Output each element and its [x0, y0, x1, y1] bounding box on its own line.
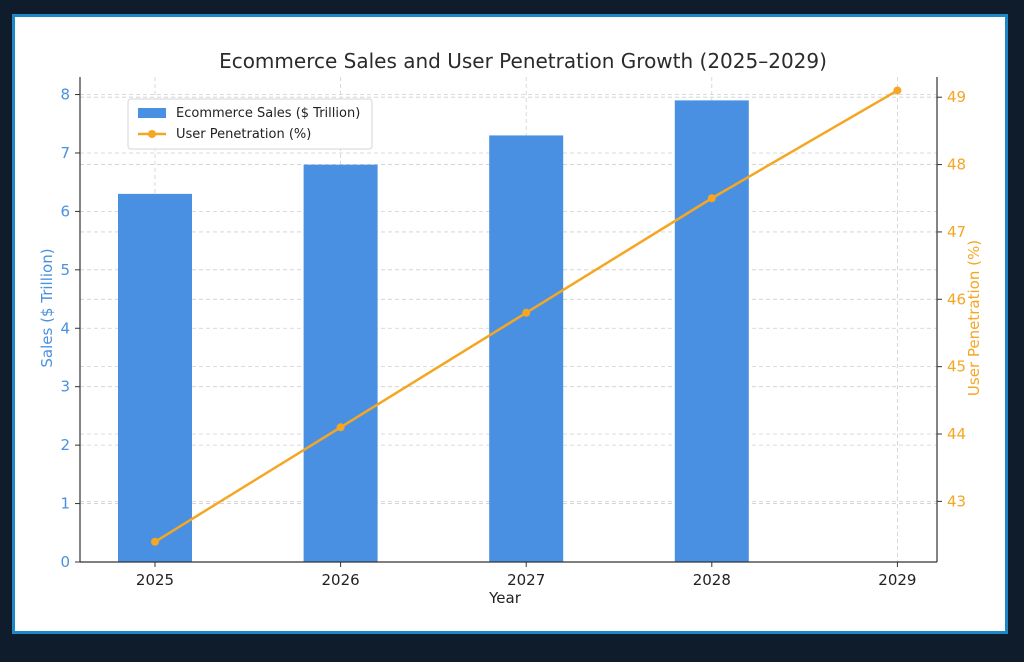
- left-tick-label: 4: [60, 319, 70, 337]
- combo-chart: Ecommerce Sales and User Penetration Gro…: [38, 49, 983, 607]
- right-tick-label: 46: [947, 290, 966, 308]
- legend-sales-label: Ecommerce Sales ($ Trillion): [176, 106, 360, 121]
- chart-frame: Ecommerce Sales and User Penetration Gro…: [12, 14, 1008, 634]
- left-tick-label: 2: [60, 436, 70, 454]
- legend-penetration-label: User Penetration (%): [176, 127, 311, 142]
- left-y-axis-label: Sales ($ Trillion): [38, 248, 56, 367]
- left-tick-label: 6: [60, 202, 70, 220]
- x-tick-label-2026: 2026: [322, 571, 360, 589]
- legend-penetration-marker: [148, 130, 156, 138]
- penetration-line: [151, 86, 902, 546]
- sales-bar-2026: [303, 164, 378, 562]
- penetration-point-2029: [893, 86, 902, 95]
- left-tick-label: 8: [60, 86, 70, 104]
- x-tick-label-2027: 2027: [507, 571, 545, 589]
- legend: Ecommerce Sales ($ Trillion) User Penetr…: [127, 98, 373, 150]
- penetration-point-2028: [707, 194, 716, 203]
- sales-bar-2028: [674, 100, 749, 562]
- left-tick-label: 0: [60, 553, 70, 571]
- sales-bar-2025: [118, 193, 192, 562]
- right-tick-label: 43: [947, 492, 966, 510]
- x-tick-label-2029: 2029: [878, 571, 916, 589]
- sales-bars: [118, 100, 749, 562]
- chart-title: Ecommerce Sales and User Penetration Gro…: [219, 49, 827, 73]
- left-tick-label: 5: [60, 261, 70, 279]
- penetration-point-2025: [151, 537, 159, 546]
- right-tick-label: 48: [947, 156, 966, 174]
- left-tick-label: 1: [60, 495, 70, 513]
- penetration-point-2026: [336, 423, 345, 432]
- right-tick-label: 49: [947, 88, 966, 106]
- right-y-axis-label: User Penetration (%): [965, 240, 983, 396]
- x-tick-label-2025: 2025: [136, 571, 174, 589]
- right-tick-label: 47: [947, 223, 966, 241]
- right-tick-label: 45: [947, 358, 966, 376]
- sales-bar-2027: [489, 135, 564, 562]
- penetration-point-2027: [522, 308, 531, 317]
- right-tick-label: 44: [947, 425, 966, 443]
- legend-sales-swatch: [138, 108, 166, 118]
- x-tick-label-2028: 2028: [693, 571, 731, 589]
- left-tick-label: 7: [60, 144, 70, 162]
- x-axis-label: Year: [488, 589, 522, 607]
- left-tick-label: 3: [60, 378, 70, 396]
- legend-box: [127, 98, 373, 150]
